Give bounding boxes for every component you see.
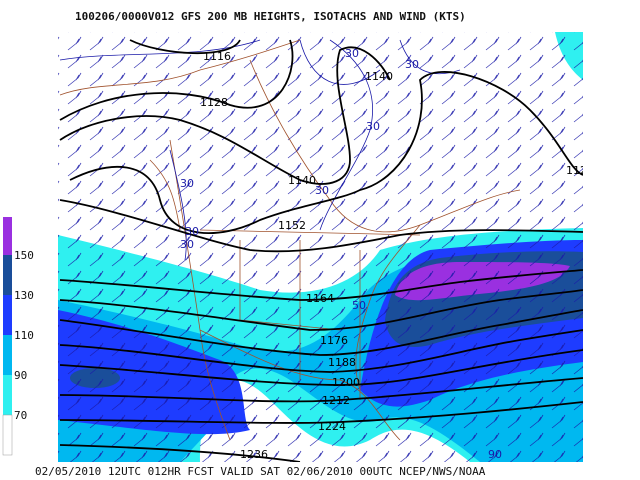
height-label: 1164: [306, 292, 334, 305]
height-contours: [59, 39, 583, 462]
height-label: 1188: [328, 356, 356, 369]
height-label: 112: [566, 164, 587, 177]
isotach-label: 30: [180, 238, 194, 251]
color-swatch: [3, 375, 12, 415]
height-label: 1152: [278, 219, 306, 232]
color-swatch: [3, 217, 12, 255]
isotach-label: 50: [352, 299, 366, 312]
color-swatch: [3, 335, 12, 375]
legend-label: 90: [14, 369, 27, 382]
height-label: 1224: [318, 420, 346, 433]
height-label: 1116: [203, 50, 231, 63]
legend-label: 130: [14, 289, 34, 302]
map-area: 1116 1128 1140 1140 1152 1164 1176 1188 …: [58, 32, 587, 462]
height-label: 1140: [288, 174, 316, 187]
isotach-label: 30: [366, 120, 380, 133]
isotach-label: 30: [180, 177, 194, 190]
height-label: 1140: [365, 70, 393, 83]
legend-label: 70: [14, 409, 27, 422]
color-swatch: [2, 414, 13, 456]
height-label: 1212: [322, 394, 350, 407]
isotach-lines: [59, 39, 461, 261]
color-swatch: [3, 255, 12, 295]
isotach-label: 30: [405, 58, 419, 71]
height-label: 1176: [320, 334, 348, 347]
isotach-label: 30: [315, 184, 329, 197]
height-label: 1200: [332, 376, 360, 389]
color-bar: 150 130 110 90 70: [2, 217, 34, 456]
legend-label: 110: [14, 329, 34, 342]
color-swatch: [3, 295, 12, 335]
wind-barbs: [58, 32, 583, 462]
legend-label: 150: [14, 249, 34, 262]
title: 100206/0000V012 GFS 200 MB HEIGHTS, ISOT…: [75, 10, 466, 23]
height-label: 1236: [240, 448, 268, 461]
isotach-label: 90: [488, 448, 502, 461]
footer: 02/05/2010 12UTC 012HR FCST VALID SAT 02…: [35, 465, 486, 478]
isotach-label: 30: [345, 47, 359, 60]
isotach-label: 30: [185, 225, 199, 238]
height-label: 1128: [200, 96, 228, 109]
